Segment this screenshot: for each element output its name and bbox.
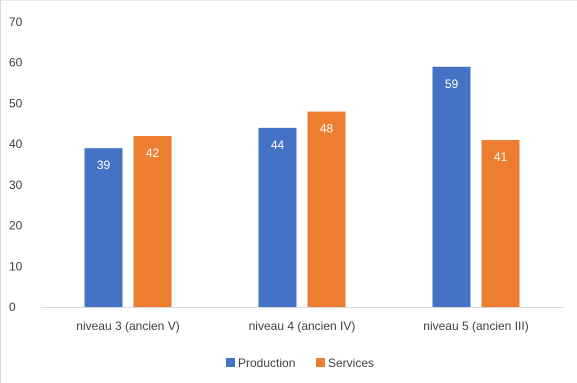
legend-swatch-services xyxy=(316,358,325,367)
legend-label-production: Production xyxy=(238,356,295,370)
bar-services xyxy=(133,136,172,307)
y-tick-label: 20 xyxy=(9,219,23,233)
bar-data-label: 39 xyxy=(97,158,111,172)
y-tick-label: 40 xyxy=(9,137,23,151)
bar-data-label: 48 xyxy=(320,122,334,136)
bar-data-label: 44 xyxy=(271,138,285,152)
legend-swatch-production xyxy=(226,358,235,367)
bar-production xyxy=(432,66,471,308)
bar-services xyxy=(307,111,346,307)
y-tick-label: 50 xyxy=(9,96,23,110)
y-tick-label: 10 xyxy=(9,259,23,273)
left-border xyxy=(0,0,1,383)
y-tick-label: 70 xyxy=(9,15,23,29)
x-axis: niveau 3 (ancien V) niveau 4 (ancien IV) n… xyxy=(41,307,563,333)
bar-data-labels: 39 42 44 48 59 41 xyxy=(97,77,508,172)
legend: Production Services xyxy=(226,356,374,370)
x-tick-label: niveau 3 (ancien V) xyxy=(76,319,179,333)
bar-data-label: 41 xyxy=(494,150,508,164)
x-tick-label: niveau 4 (ancien IV) xyxy=(249,319,356,333)
legend-label-services: Services xyxy=(328,356,374,370)
bar-data-label: 59 xyxy=(445,77,459,91)
y-tick-label: 60 xyxy=(9,56,23,70)
top-border xyxy=(0,0,577,1)
bar-services xyxy=(481,140,520,307)
bar-production xyxy=(84,148,123,307)
x-tick-label: niveau 5 (ancien III) xyxy=(423,319,528,333)
bar-data-label: 42 xyxy=(146,146,160,160)
bar-production xyxy=(258,127,297,307)
bars xyxy=(84,66,520,308)
y-tick-label: 0 xyxy=(9,300,16,314)
y-axis: 0 10 20 30 40 50 60 70 xyxy=(9,15,23,314)
y-tick-label: 30 xyxy=(9,178,23,192)
